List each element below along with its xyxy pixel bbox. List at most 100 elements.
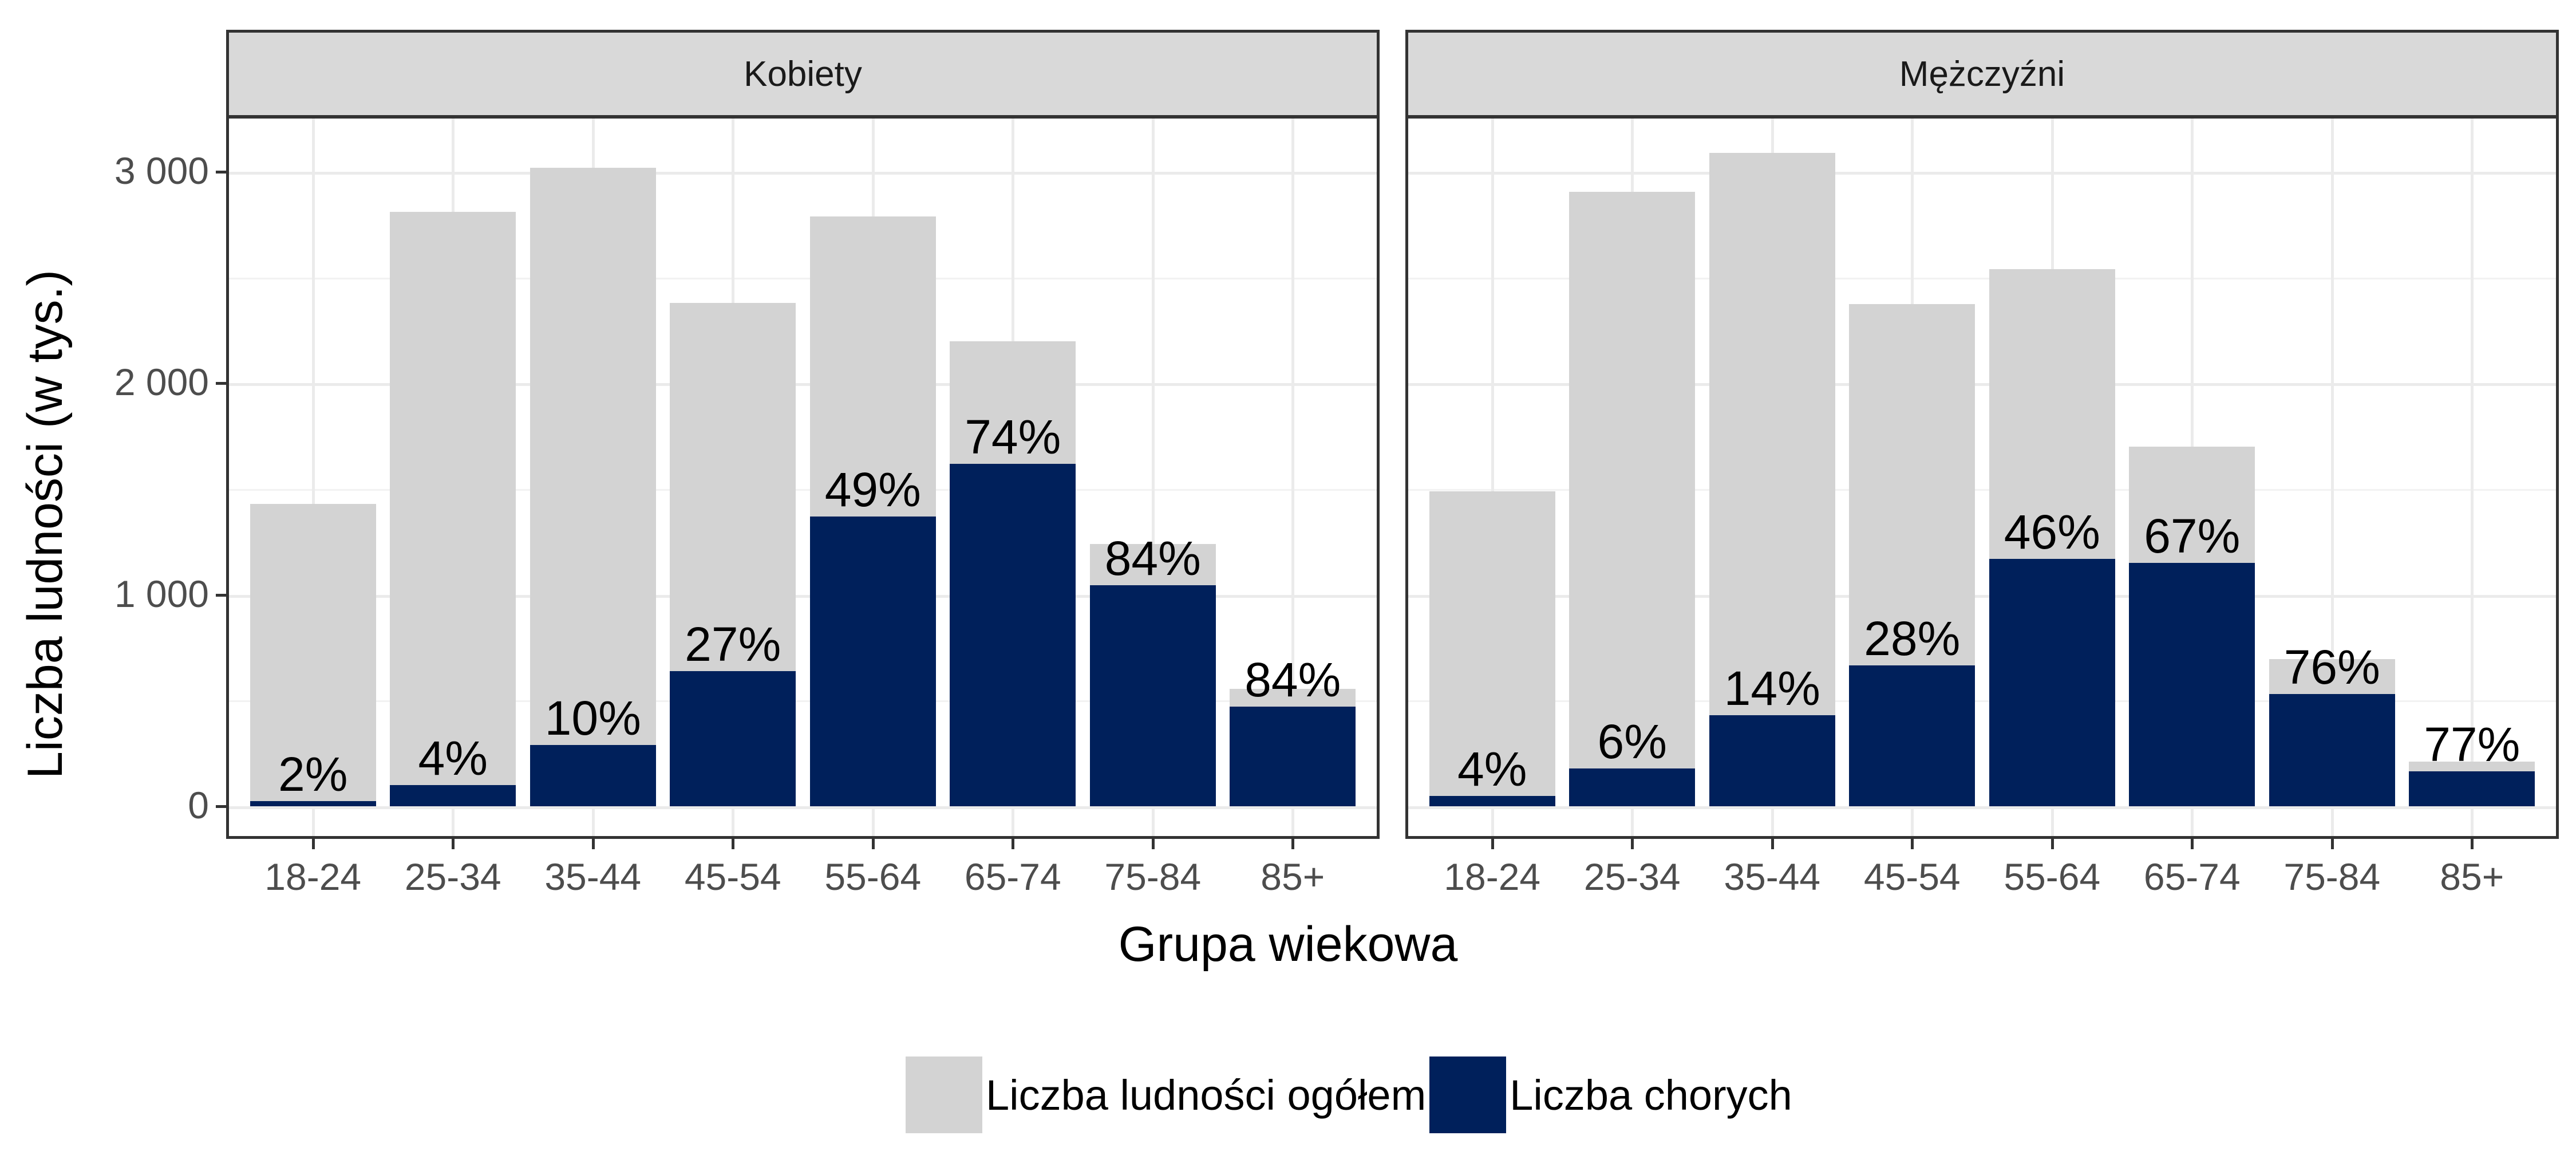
- percent-label: 14%: [1724, 661, 1820, 716]
- vertical-gridline: [2330, 119, 2334, 836]
- x-tick-mark: [2330, 839, 2334, 849]
- x-tick-label: 75-84: [2283, 856, 2381, 898]
- y-tick-mark: [216, 593, 226, 597]
- facet-panel-1: Mężczyźni 4% 6% 14% 28% 46% 67% 76% 77%: [1405, 30, 2559, 839]
- x-tick-label: 25-34: [404, 856, 501, 898]
- y-tick-label: 1 000: [114, 572, 209, 615]
- bar-sick: [250, 801, 376, 806]
- bar-sick: [1230, 707, 1356, 806]
- major-gridline: [1408, 594, 2556, 598]
- percent-label: 49%: [824, 463, 921, 517]
- x-tick-mark: [732, 839, 735, 849]
- percent-label: 84%: [1104, 531, 1201, 586]
- facet-strip-title: Mężczyźni: [1408, 33, 2556, 119]
- percent-label: 4%: [418, 731, 488, 786]
- bar-sick: [390, 785, 516, 806]
- plot-area: 4% 6% 14% 28% 46% 67% 76% 77%: [1408, 119, 2556, 836]
- x-tick-label: 45-54: [1863, 856, 1961, 898]
- bar-sick: [2409, 771, 2535, 806]
- x-tick-mark: [452, 839, 455, 849]
- x-tick-mark: [1771, 839, 1774, 849]
- bar-total: [530, 167, 656, 806]
- major-gridline: [229, 172, 1377, 175]
- legend-key-total: [906, 1056, 982, 1133]
- facet-strip-title: Kobiety: [229, 33, 1377, 119]
- minor-gridline: [229, 489, 1377, 491]
- major-gridline: [229, 594, 1377, 598]
- x-tick-mark: [1012, 839, 1015, 849]
- y-tick-label: 3 000: [114, 149, 209, 192]
- bar-sick: [530, 744, 656, 806]
- x-tick-label: 65-74: [964, 856, 1061, 898]
- x-tick-mark: [871, 839, 875, 849]
- minor-gridline: [1408, 277, 2556, 279]
- percent-label: 28%: [1864, 612, 1961, 666]
- bar-sick: [1989, 558, 2115, 806]
- major-gridline: [229, 806, 1377, 809]
- percent-label: 27%: [685, 617, 781, 671]
- x-tick-label: 45-54: [684, 856, 781, 898]
- y-tick-label: 2 000: [114, 361, 209, 404]
- percent-label: 76%: [2283, 640, 2380, 695]
- x-tick-mark: [2050, 839, 2054, 849]
- vertical-gridline: [311, 119, 315, 836]
- x-tick-mark: [2471, 839, 2474, 849]
- bar-sick: [1569, 768, 1696, 806]
- facet-panel-0: Kobiety 2% 4% 10% 27% 49% 74% 84% 84%: [226, 30, 1380, 839]
- bar-sick: [1709, 715, 1835, 806]
- minor-gridline: [1408, 700, 2556, 703]
- y-tick-mark: [216, 805, 226, 808]
- bar-total: [250, 503, 376, 806]
- x-tick-label: 85+: [2440, 856, 2504, 898]
- major-gridline: [1408, 383, 2556, 387]
- x-tick-label: 65-74: [2143, 856, 2241, 898]
- x-tick-mark: [1151, 839, 1155, 849]
- plot-area: 2% 4% 10% 27% 49% 74% 84% 84%: [229, 119, 1377, 836]
- vertical-gridline: [1291, 119, 1295, 836]
- x-tick-label: 85+: [1261, 856, 1325, 898]
- bar-sick: [670, 671, 796, 806]
- x-tick-mark: [2191, 839, 2194, 849]
- bar-sick: [2269, 694, 2395, 806]
- x-tick-mark: [311, 839, 315, 849]
- percent-label: 84%: [1244, 653, 1341, 707]
- x-tick-label: 35-44: [1724, 856, 1821, 898]
- bar-total: [1709, 152, 1835, 806]
- legend-label-sick: Liczba chorych: [1510, 1071, 1792, 1119]
- x-axis-label: Grupa wiekowa: [1118, 917, 1458, 972]
- x-tick-label: 55-64: [2004, 856, 2101, 898]
- y-tick-mark: [216, 171, 226, 174]
- x-tick-label: 55-64: [824, 856, 922, 898]
- bar-sick: [950, 463, 1076, 806]
- x-tick-label: 18-24: [264, 856, 362, 898]
- major-gridline: [1408, 172, 2556, 175]
- bar-total: [390, 212, 516, 806]
- bar-sick: [2129, 563, 2255, 806]
- x-tick-mark: [1911, 839, 1914, 849]
- major-gridline: [1408, 806, 2556, 809]
- legend: Liczba ludności ogółem Liczba chorych: [906, 1056, 1792, 1133]
- x-tick-label: 25-34: [1583, 856, 1681, 898]
- x-tick-mark: [1631, 839, 1634, 849]
- vertical-gridline: [2471, 119, 2474, 836]
- minor-gridline: [229, 700, 1377, 703]
- bar-sick: [809, 517, 936, 806]
- x-tick-label: 35-44: [544, 856, 642, 898]
- percent-label: 77%: [2424, 718, 2520, 772]
- bar-total: [1429, 491, 1555, 806]
- minor-gridline: [229, 277, 1377, 279]
- legend-label-total: Liczba ludności ogółem: [986, 1071, 1427, 1119]
- y-axis-label: Liczba ludności (w tys.): [18, 270, 73, 779]
- percent-label: 46%: [2004, 504, 2100, 559]
- bar-total: [1569, 192, 1696, 806]
- percent-label: 74%: [965, 409, 1061, 464]
- percent-label: 6%: [1597, 714, 1667, 768]
- x-tick-label: 75-84: [1104, 856, 1202, 898]
- bar-sick: [1429, 795, 1555, 806]
- vertical-gridline: [1151, 119, 1155, 836]
- percent-label: 67%: [2144, 509, 2241, 563]
- percent-label: 10%: [544, 691, 641, 745]
- percent-label: 4%: [1457, 742, 1527, 796]
- x-tick-mark: [1291, 839, 1295, 849]
- percent-label: 2%: [278, 747, 348, 801]
